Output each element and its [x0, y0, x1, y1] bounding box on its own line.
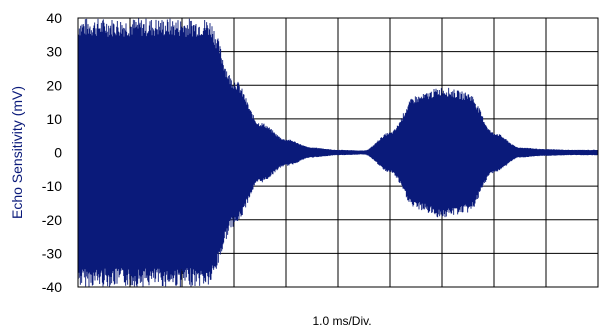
y-tick-label: 40 [46, 10, 62, 26]
plot-border [77, 17, 599, 288]
y-tick-label: 30 [46, 44, 62, 60]
y-tick-label: -20 [42, 212, 62, 228]
y-axis-label: Echo Sensitivity (mV) [9, 86, 25, 219]
y-tick-labels: 40 30 20 10 0 -10 -20 -30 -40 [42, 10, 62, 295]
y-tick-label: -10 [42, 178, 62, 194]
y-tick-label: 20 [46, 77, 62, 93]
y-tick-label: 0 [54, 145, 62, 161]
echo-trace [77, 18, 599, 287]
series-line [77, 18, 599, 287]
y-tick-label: 10 [46, 111, 62, 127]
y-tick-label: -30 [42, 245, 62, 261]
y-tick-label: -40 [42, 279, 62, 295]
x-axis-label: 1.0 ms/Div. [312, 314, 371, 328]
